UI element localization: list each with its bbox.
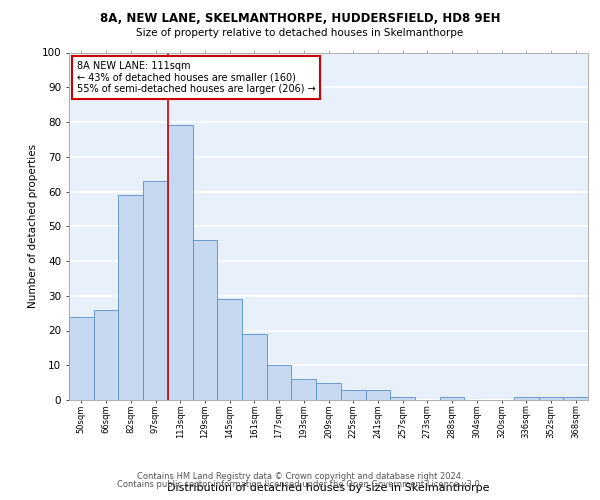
Bar bbox=[168, 126, 193, 400]
Text: Contains HM Land Registry data © Crown copyright and database right 2024.: Contains HM Land Registry data © Crown c… bbox=[137, 472, 463, 481]
Text: 8A NEW LANE: 111sqm
← 43% of detached houses are smaller (160)
55% of semi-detac: 8A NEW LANE: 111sqm ← 43% of detached ho… bbox=[77, 61, 316, 94]
Bar bbox=[365, 390, 390, 400]
Bar bbox=[514, 396, 539, 400]
Bar bbox=[217, 299, 242, 400]
Bar bbox=[193, 240, 217, 400]
Bar bbox=[539, 396, 563, 400]
Text: Contains public sector information licensed under the Open Government Licence v3: Contains public sector information licen… bbox=[118, 480, 482, 489]
Bar bbox=[390, 396, 415, 400]
Text: 8A, NEW LANE, SKELMANTHORPE, HUDDERSFIELD, HD8 9EH: 8A, NEW LANE, SKELMANTHORPE, HUDDERSFIEL… bbox=[100, 12, 500, 26]
Bar bbox=[143, 181, 168, 400]
Bar bbox=[316, 382, 341, 400]
Bar bbox=[267, 365, 292, 400]
Bar bbox=[94, 310, 118, 400]
Bar bbox=[242, 334, 267, 400]
Text: Size of property relative to detached houses in Skelmanthorpe: Size of property relative to detached ho… bbox=[136, 28, 464, 38]
Bar bbox=[563, 396, 588, 400]
Bar bbox=[341, 390, 365, 400]
Bar bbox=[440, 396, 464, 400]
Y-axis label: Number of detached properties: Number of detached properties bbox=[28, 144, 38, 308]
Bar bbox=[69, 316, 94, 400]
Bar bbox=[292, 379, 316, 400]
X-axis label: Distribution of detached houses by size in Skelmanthorpe: Distribution of detached houses by size … bbox=[167, 482, 490, 492]
Bar bbox=[118, 195, 143, 400]
